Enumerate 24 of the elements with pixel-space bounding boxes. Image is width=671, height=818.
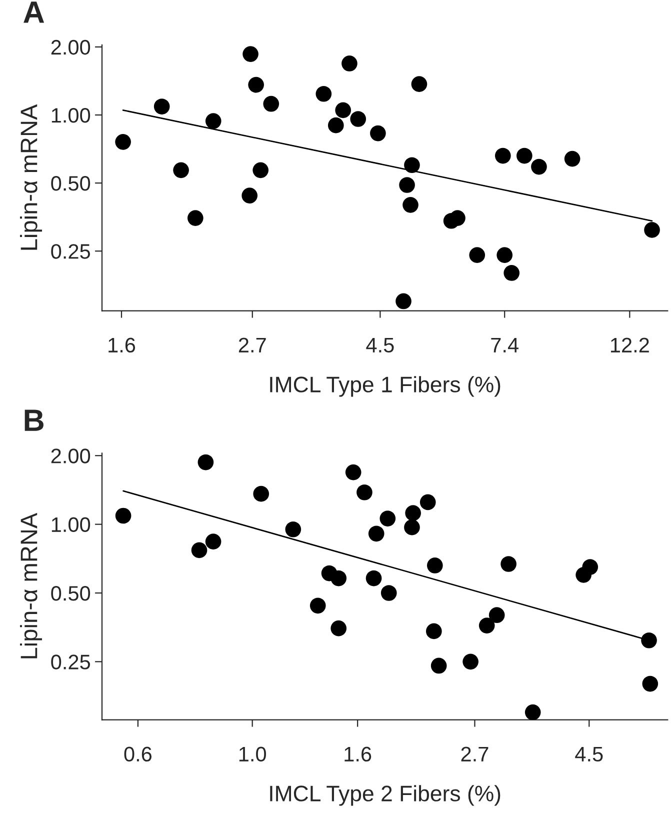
y-tick-label: 1.00 — [52, 517, 90, 532]
chart-title: B — [24, 410, 44, 431]
x-tick-label: 2.7 — [461, 746, 488, 762]
x-tick-label: 4.5 — [366, 338, 394, 353]
y-tick-label: 2.00 — [51, 448, 90, 464]
y-axis-title: Lipin-α mRNA — [20, 512, 42, 658]
x-tick-label: 4.5 — [575, 746, 603, 762]
x-tick-label: 1.6 — [108, 338, 136, 353]
x-tick-label: 12.2 — [610, 338, 649, 352]
x-tick-label: 2.7 — [238, 338, 266, 352]
chart-title: A — [24, 2, 44, 23]
y-axis-title: Lipin-α mRNA — [20, 104, 42, 250]
y-tick-label: 0.50 — [51, 176, 90, 191]
x-tick-label: 1.0 — [239, 746, 266, 762]
x-tick-label: 0.6 — [124, 746, 152, 762]
x-tick-label: 1.6 — [344, 746, 372, 762]
y-tick-label: 0.25 — [51, 244, 90, 259]
y-tick-label: 2.00 — [51, 40, 90, 55]
x-axis-title: IMCL Type 2 Fibers (%) — [270, 785, 500, 806]
x-tick-label: 7.4 — [491, 338, 518, 352]
y-tick-label: 1.00 — [52, 108, 90, 123]
y-tick-label: 0.50 — [51, 586, 90, 601]
x-axis-title: IMCL Type 1 Fibers (%) — [270, 376, 500, 397]
y-tick-label: 0.25 — [51, 654, 90, 670]
